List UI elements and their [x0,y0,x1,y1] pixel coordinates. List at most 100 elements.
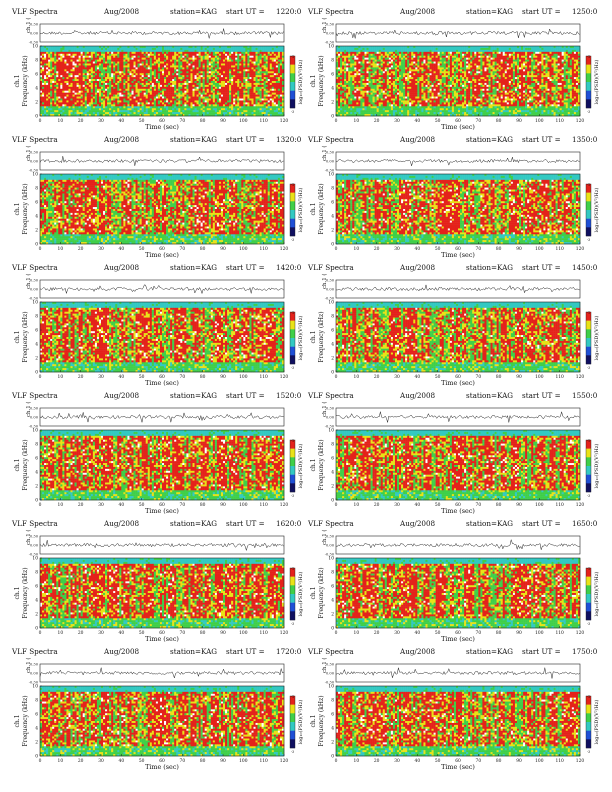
y-tick-label: 4 [331,215,334,220]
spectra-panel: VLF Spectra Aug/2008 station=KAG start UT =… [10,390,310,518]
x-tick-label: 50 [139,503,145,508]
colorbar-segment [290,346,295,356]
spectrogram-cells [336,46,581,117]
x-tick-label: 60 [455,759,461,764]
panel-start-ut: 1350:0 [572,134,597,146]
x-tick-label: 90 [220,503,226,508]
panel-title: VLF Spectra [12,6,58,18]
colorbar-label: log₁₀(PSD)(V²/Hz) [297,60,304,105]
colorbar-segment [586,448,591,458]
waveform-tick-label: -0.30 [325,553,335,557]
colorbar-segment [586,346,591,356]
y-tick-label: 6 [331,457,334,462]
colorbar-segment [586,466,591,475]
panel-date: Aug/2008 [400,134,435,146]
waveform-tick-label: -0.30 [29,297,39,301]
colorbar-tick-label: -3 [587,494,590,498]
colorbar-segment [290,338,295,347]
waveform-tick-label: 0.30 [326,407,335,411]
spectrogram-channel-label: ch.1 [14,203,21,216]
waveform-tick-label: 0.00 [30,416,39,420]
x-tick-label: 80 [200,759,206,764]
x-tick-label: 110 [259,503,268,508]
y-tick-label: 0 [35,243,38,248]
y-tick-label: 8 [35,187,38,192]
x-tick-label: 10 [354,759,360,764]
x-tick-label: 30 [394,503,400,508]
colorbar-segment [586,192,591,202]
colorbar-frame [585,55,592,109]
waveform-tick-label: -0.30 [29,681,39,685]
waveform-ylabel: ch.1 (V) [25,274,32,289]
x-tick-label: 70 [476,119,482,124]
colorbar-segment [586,696,591,705]
colorbar-segment [586,594,591,603]
x-tick-label: 120 [280,503,289,508]
x-tick-label: 50 [435,247,441,252]
spectra-panel: VLF Spectra Aug/2008 station=KAG start UT =… [306,646,606,774]
x-tick-label: 120 [576,631,585,636]
colorbar-label: log₁₀(PSD)(V²/Hz) [593,572,600,617]
x-tick-label: 70 [180,503,186,508]
spectrogram-channel-label: ch.1 [14,331,21,344]
colorbar-segment [290,227,295,237]
waveform-tick-label: -0.30 [29,553,39,557]
colorbar-segment [290,329,295,339]
waveform-ylabel: ch.1 (V) [321,274,328,289]
y-tick-label: 8 [331,443,334,448]
x-tick-label: 40 [415,247,421,252]
colorbar-label: log₁₀(PSD)(V²/Hz) [593,444,600,489]
y-tick-label: 10 [32,557,38,562]
y-tick-label: 4 [331,599,334,604]
waveform-trace [39,411,284,423]
x-tick-label: 50 [435,503,441,508]
x-tick-label: 120 [280,375,289,380]
x-tick-label: 0 [335,247,338,252]
spectrogram-channel-label: ch.1 [310,459,317,472]
colorbar-segment [290,355,295,365]
y-tick-label: 2 [35,229,38,234]
colorbar-tick-label: -3 [587,110,590,114]
x-tick-label: 120 [576,503,585,508]
x-tick-label: 10 [354,375,360,380]
spectra-panel: VLF Spectra Aug/2008 station=KAG start UT =… [306,134,606,262]
x-tick-label: 0 [39,503,42,508]
x-tick-label: 120 [280,119,289,124]
x-tick-label: 40 [119,759,125,764]
panel-header: VLF Spectra Aug/2008 station=KAG start UT =… [306,134,606,146]
x-tick-label: 20 [374,247,380,252]
colorbar-label: log₁₀(PSD)(V²/Hz) [297,700,304,745]
x-tick-label: 120 [576,759,585,764]
y-axis-label: Frequency (kHz) [318,567,325,618]
x-tick-label: 90 [516,375,522,380]
x-tick-label: 100 [239,375,248,380]
panel-ut-prefix: start UT = [226,390,265,402]
waveform-trace [335,538,580,551]
x-tick-label: 110 [555,375,564,380]
y-tick-label: 0 [331,755,334,760]
waveform-tick-label: 0.00 [30,672,39,676]
colorbar-segment [290,312,295,321]
x-axis-label: Time (sec) [145,507,179,515]
waveform-trace [39,284,284,295]
x-tick-label: 40 [119,375,125,380]
x-tick-label: 120 [576,119,585,124]
x-tick-label: 30 [98,247,104,252]
x-tick-label: 110 [259,247,268,252]
y-tick-label: 10 [328,173,334,178]
x-tick-label: 90 [220,247,226,252]
y-tick-label: 0 [331,499,334,504]
colorbar-segment [290,184,295,193]
colorbar-tick-label: -3 [587,622,590,626]
spectra-panel: VLF Spectra Aug/2008 station=KAG start UT =… [10,6,310,134]
panel-station: station=KAG [170,390,217,402]
colorbar-segment [586,611,591,621]
y-tick-label: 0 [331,243,334,248]
colorbar-frame [585,183,592,237]
x-tick-label: 110 [259,119,268,124]
panel-title: VLF Spectra [308,390,354,402]
panel-start-ut: 1650:0 [572,518,597,530]
y-axis-label: Frequency (kHz) [318,183,325,234]
